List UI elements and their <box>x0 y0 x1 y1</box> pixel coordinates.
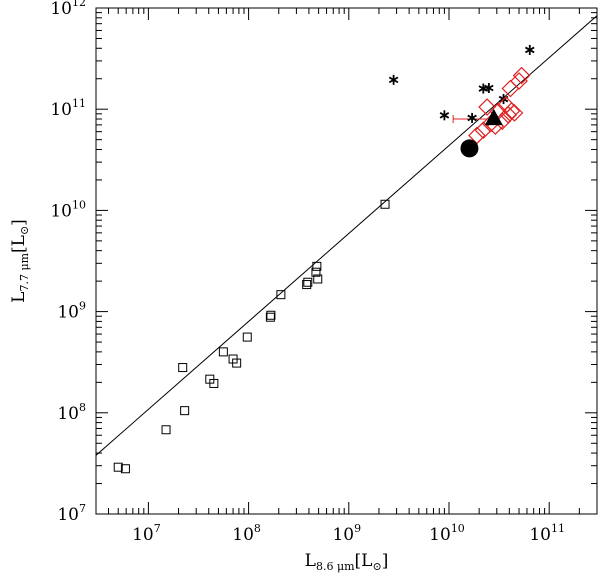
asterisk-stroke <box>467 114 477 122</box>
diamond-marker <box>505 104 524 122</box>
x-tick-label: 1011 <box>529 522 565 545</box>
square-marker <box>311 267 321 277</box>
square-marker <box>380 199 390 209</box>
square-marker <box>266 310 276 320</box>
square-marker <box>313 274 323 284</box>
square-marker <box>265 312 275 322</box>
asterisk-marker <box>439 110 450 121</box>
square-marker <box>303 277 313 287</box>
square-marker <box>113 462 123 472</box>
square-marker <box>312 261 322 271</box>
asterisk-stroke <box>439 112 450 119</box>
square-marker <box>161 425 171 435</box>
square-marker <box>302 280 312 290</box>
x-axis-label: L8.6 μm[L⊙] <box>305 551 389 573</box>
asterisk-stroke <box>388 76 399 84</box>
y-tick-label: 108 <box>57 401 86 424</box>
fit-line <box>96 15 597 456</box>
square-marker <box>218 347 228 357</box>
square-marker <box>209 378 219 388</box>
diamond-marker <box>501 79 520 98</box>
y-tick-label: 107 <box>57 502 86 525</box>
y-tick-label: 109 <box>57 300 86 323</box>
asterisk-marker <box>484 82 494 93</box>
asterisk-marker <box>467 112 477 123</box>
x-tick-label: 1010 <box>429 522 465 545</box>
axis-ticks-layer <box>95 7 598 515</box>
square-marker <box>276 290 286 300</box>
asterisk-stroke <box>524 46 535 54</box>
square-marker <box>120 464 130 474</box>
square-marker <box>178 363 188 373</box>
tick-labels-layer: 107 108 109 1010 1011 107 108 109 1010 1011 1012 <box>50 0 565 545</box>
diamond-marker <box>478 98 496 116</box>
asterisk-marker <box>388 74 399 85</box>
asterisk-stroke <box>484 84 494 92</box>
square-marker <box>242 332 252 342</box>
x-tick-label: 108 <box>232 522 261 545</box>
plot-frame <box>95 7 598 515</box>
square-marker <box>180 406 190 416</box>
y-axis-label: L7.7 μm[L⊙] <box>9 219 31 303</box>
y-tick-label: 1010 <box>50 198 86 221</box>
diamond-marker <box>512 66 531 85</box>
y-tick-label: 1011 <box>50 97 86 120</box>
square-marker <box>232 358 242 368</box>
y-tick-label: 1012 <box>50 0 86 19</box>
circle-marker <box>460 139 479 158</box>
asterisk-marker <box>524 44 535 55</box>
data-points-layer <box>113 44 535 474</box>
diamond-marker <box>510 72 528 90</box>
fit-line-layer <box>96 15 597 456</box>
triangle-marker <box>484 108 503 126</box>
diamond-marker <box>502 102 521 120</box>
x-tick-label: 107 <box>132 522 161 545</box>
diamond-marker <box>499 105 518 124</box>
x-tick-label: 109 <box>332 522 361 545</box>
